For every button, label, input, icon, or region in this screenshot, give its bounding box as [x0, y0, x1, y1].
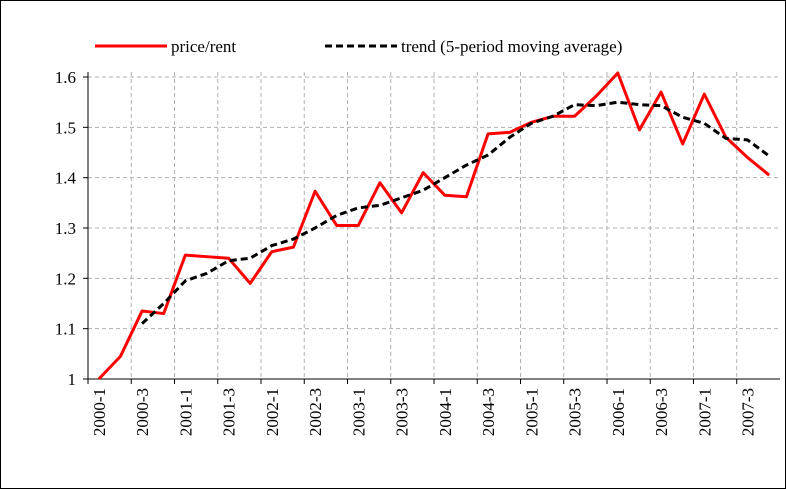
series-line — [141, 100, 771, 325]
x-tick-label: 2000-3 — [133, 388, 152, 436]
y-tick-label: 1.5 — [55, 118, 76, 137]
x-tick-label: 2007-1 — [695, 388, 714, 436]
x-tick-label: 2002-1 — [263, 388, 282, 436]
y-tick-label: 1.6 — [55, 68, 76, 87]
x-tick-label: 2004-3 — [479, 388, 498, 436]
x-tick-label: 2003-1 — [349, 388, 368, 436]
x-tick-label: 2001-1 — [176, 388, 195, 436]
x-tick-label: 2000-1 — [90, 388, 109, 436]
y-tick-label: 1.3 — [55, 219, 76, 238]
x-tick-label: 2005-1 — [522, 388, 541, 436]
y-tick-label: 1.1 — [55, 320, 76, 339]
x-tick-label: 2006-1 — [609, 388, 628, 436]
x-tick-label: 2005-3 — [566, 388, 585, 436]
legend-label: trend (5-period moving average) — [401, 37, 622, 56]
x-tick-label: 2001-3 — [220, 388, 239, 436]
x-tick-label: 2006-3 — [652, 388, 671, 436]
x-tick-label: 2004-1 — [436, 388, 455, 436]
x-tick-label: 2002-3 — [306, 388, 325, 436]
x-tick-label: 2007-3 — [739, 388, 758, 436]
y-tick-label: 1 — [68, 370, 77, 389]
y-tick-label: 1.2 — [55, 269, 76, 288]
y-tick-label: 1.4 — [55, 169, 77, 188]
legend-label: price/rent — [171, 37, 236, 56]
x-tick-label: 2003-3 — [393, 388, 412, 436]
